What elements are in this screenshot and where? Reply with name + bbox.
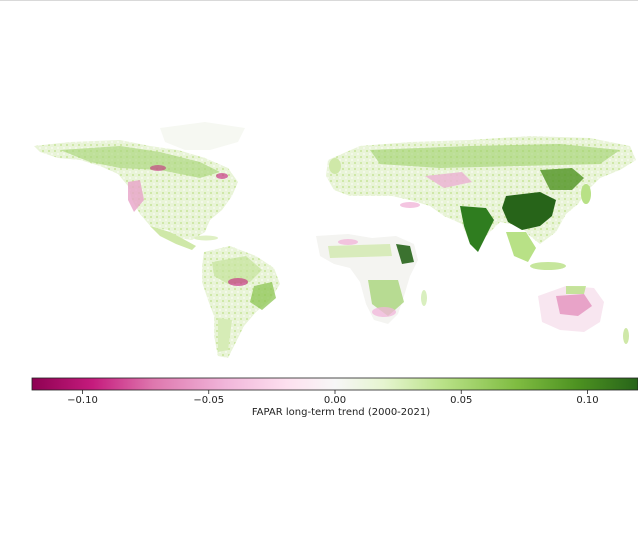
se-asia bbox=[506, 232, 536, 262]
india-green bbox=[460, 206, 494, 252]
caribbean bbox=[194, 235, 218, 241]
china-green bbox=[502, 192, 556, 230]
australia-pink bbox=[556, 294, 592, 316]
japan bbox=[581, 184, 591, 204]
east-africa-green bbox=[396, 244, 414, 264]
indonesia bbox=[530, 262, 566, 270]
siberia-green bbox=[370, 144, 620, 168]
mideast-pink bbox=[400, 202, 420, 208]
top-divider bbox=[0, 0, 638, 1]
central-asia-pink bbox=[425, 172, 472, 188]
colorbar-tick-label: 0.10 bbox=[576, 395, 599, 406]
sahel-green bbox=[328, 244, 392, 258]
landmass-central-america bbox=[150, 226, 196, 250]
madagascar bbox=[421, 290, 427, 306]
southern-africa-green bbox=[368, 280, 404, 316]
brazil-east bbox=[250, 282, 276, 310]
colorbar-ticks bbox=[82, 390, 588, 394]
uk bbox=[329, 158, 341, 174]
quebec-pink bbox=[216, 173, 228, 179]
canada-pink bbox=[150, 165, 166, 171]
patagonia bbox=[218, 318, 232, 352]
new-zealand bbox=[623, 328, 629, 344]
amazon-green bbox=[212, 256, 262, 284]
us-west-pink bbox=[128, 180, 144, 212]
colorbar-tick-label: −0.10 bbox=[67, 395, 98, 406]
china-east-green bbox=[540, 168, 584, 190]
colorbar-label: FAPAR long-term trend (2000-2021) bbox=[251, 407, 431, 418]
australia-green-north bbox=[566, 286, 586, 294]
south-africa-pink bbox=[372, 307, 396, 317]
colorbar-tick-label: 0.05 bbox=[450, 395, 473, 406]
colorbar bbox=[31, 377, 638, 394]
colorbar-tick-label: −0.05 bbox=[193, 395, 225, 406]
sahel-pink bbox=[338, 239, 358, 245]
brazil-pink bbox=[228, 278, 248, 286]
landmass-greenland bbox=[160, 122, 245, 150]
canada-green bbox=[60, 146, 220, 178]
colorbar-gradient bbox=[31, 377, 638, 391]
colorbar-tick-label: 0.00 bbox=[323, 395, 347, 406]
